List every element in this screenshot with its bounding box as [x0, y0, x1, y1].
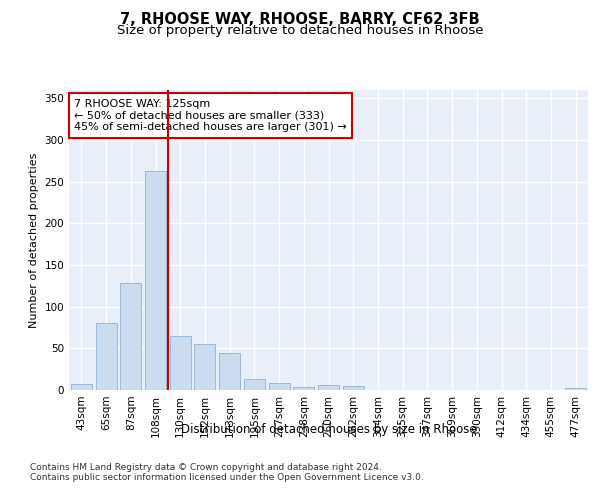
Bar [170, 336, 191, 390]
Bar [318, 385, 339, 390]
Bar [194, 344, 215, 390]
Text: Distribution of detached houses by size in Rhoose: Distribution of detached houses by size … [181, 422, 476, 436]
Bar [219, 352, 240, 390]
Text: 7, RHOOSE WAY, RHOOSE, BARRY, CF62 3FB: 7, RHOOSE WAY, RHOOSE, BARRY, CF62 3FB [120, 12, 480, 28]
Bar [120, 284, 141, 390]
Text: Size of property relative to detached houses in Rhoose: Size of property relative to detached ho… [117, 24, 483, 37]
Y-axis label: Number of detached properties: Number of detached properties [29, 152, 39, 328]
Bar [244, 379, 265, 390]
Bar [269, 384, 290, 390]
Bar [293, 386, 314, 390]
Bar [95, 324, 116, 390]
Bar [145, 171, 166, 390]
Text: 7 RHOOSE WAY: 125sqm
← 50% of detached houses are smaller (333)
45% of semi-deta: 7 RHOOSE WAY: 125sqm ← 50% of detached h… [74, 99, 347, 132]
Bar [565, 388, 586, 390]
Text: Contains HM Land Registry data © Crown copyright and database right 2024.
Contai: Contains HM Land Registry data © Crown c… [30, 462, 424, 482]
Bar [343, 386, 364, 390]
Bar [71, 384, 92, 390]
